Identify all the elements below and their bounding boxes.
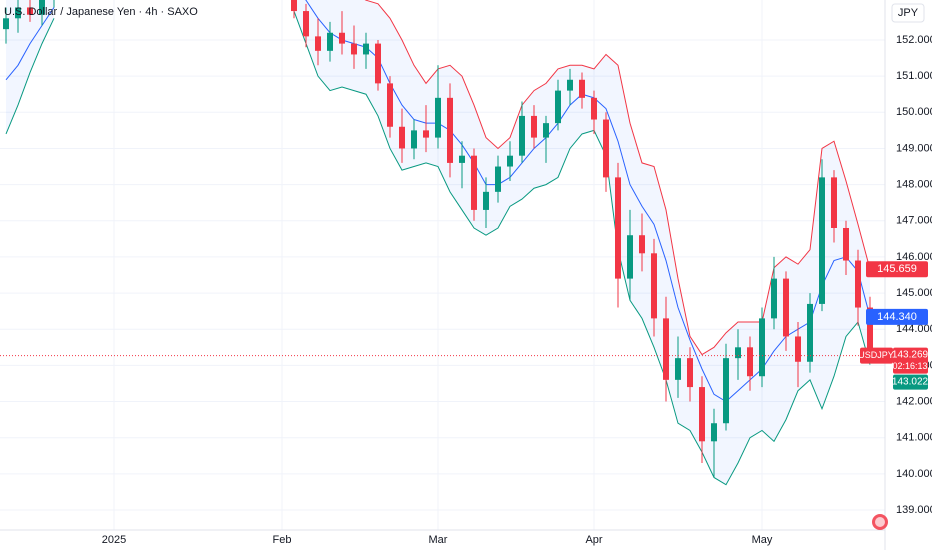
candle-body [783,278,789,337]
y-tick-label: 142.000 [896,395,932,407]
candle-body [447,97,453,163]
candle-body [699,387,705,442]
band-line [5,7,55,81]
candle-body [735,347,741,359]
price-tag [866,261,928,278]
countdown-label: 02:16:13 [892,361,927,371]
candle-body [339,32,345,44]
candle-body [375,43,381,84]
y-tick-label: 149.000 [896,142,932,154]
candle-body [507,155,513,167]
candle-body [627,235,633,279]
candle-body [867,307,873,356]
band-background [6,0,54,134]
candle-body [471,155,477,210]
y-tick-label: 148.000 [896,179,932,191]
y-tick-label: 146.000 [896,251,932,263]
y-tick-label: 151.000 [896,70,932,82]
grid [0,0,885,530]
candle-body [327,32,333,51]
candle-body [615,177,621,279]
candle-body [651,253,657,319]
candle-body [423,130,429,138]
chart-title: U.S. Dollar / Japanese Yen · 4h · SAXO [4,6,198,18]
candle-body [855,260,861,308]
band-line [5,18,55,135]
x-tick-label: 2025 [102,534,126,546]
candle-body [483,191,489,210]
y-tick-label: 140.000 [896,468,932,480]
candle-body [543,123,549,138]
y-tick-label: 147.000 [896,215,932,227]
candle-body [411,130,417,149]
candle-body [663,318,669,380]
candle-body [303,11,309,37]
candle-body [399,126,405,149]
candle-body [555,90,561,124]
candle-body [723,358,729,424]
candle-body [3,18,9,30]
y-tick-label: 150.000 [896,106,932,118]
candle-body [519,115,525,156]
candle-body [567,79,573,91]
candle-body [531,115,537,138]
candle-body [603,119,609,178]
price-tag-label: 145.659 [877,263,917,275]
candle-body [831,177,837,228]
candle-body [495,166,501,192]
candle-body [315,36,321,51]
price-tag-label: 143.269 [892,349,929,360]
candle-body [759,318,765,377]
candle-body [15,7,21,19]
candle-body [435,97,441,138]
x-tick-label: May [752,534,773,546]
price-tag [893,374,928,390]
logo-icon-inner [875,517,885,527]
candle-body [387,83,393,127]
currency-label[interactable]: JPY [898,7,919,19]
currency-box[interactable] [891,3,925,23]
price-tag-label: 143.022 [892,376,929,387]
candle-body [807,303,813,362]
x-tick-label: Mar [429,534,448,546]
candle-body [747,347,753,377]
candle-body [711,423,717,442]
candle-body [675,358,681,380]
price-tag [866,308,928,325]
candle-body [795,336,801,362]
y-tick-label: 139.000 [896,504,932,516]
candle-body [351,43,357,55]
candle-body [639,235,645,254]
x-tick-label: Apr [585,534,602,546]
candle-body [39,0,45,15]
plot-area [0,0,885,486]
axes: 139.000140.000141.000142.000143.000144.0… [102,34,932,546]
candle-body [687,358,693,388]
candle-body [771,278,777,319]
candle-body [819,177,825,304]
candle-body [591,97,597,120]
candle-body [291,0,297,12]
y-tick-label: 144.000 [896,323,932,335]
candle-body [843,227,849,261]
y-tick-label: 152.000 [896,34,932,46]
candle-body [579,79,585,98]
price-tag [893,347,928,374]
y-tick-label: 145.000 [896,287,932,299]
x-tick-label: Feb [273,534,292,546]
candle-body [459,155,465,163]
candle-body [27,7,33,15]
symbol-label: USDJPY [858,350,894,360]
band-line [293,10,871,486]
price-tag-label: 144.340 [877,311,917,323]
y-tick-label: 141.000 [896,432,932,444]
candle-body [363,43,369,55]
symbol-tag [860,347,893,364]
